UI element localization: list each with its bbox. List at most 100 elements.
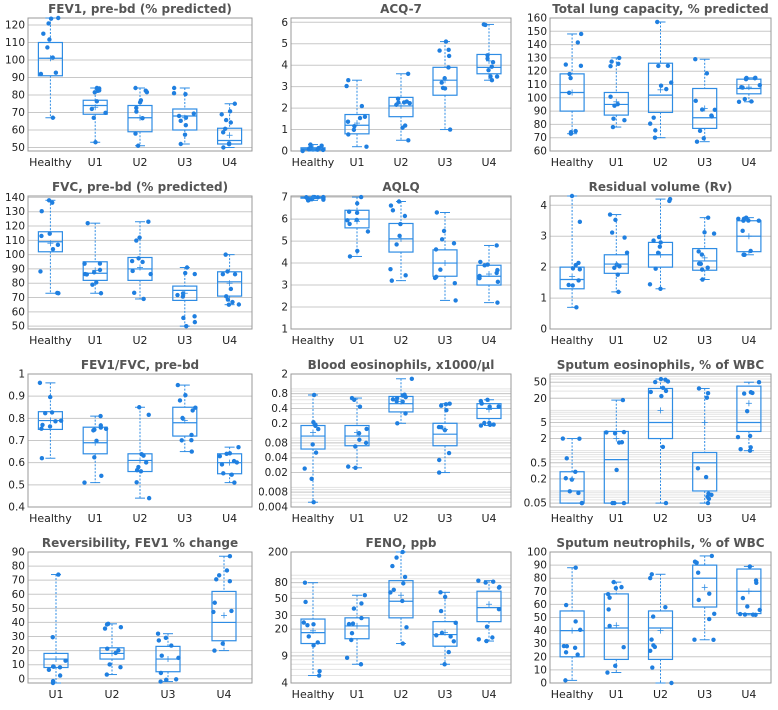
data-point — [615, 272, 620, 277]
data-point — [311, 643, 316, 648]
data-point — [756, 218, 762, 223]
data-point — [438, 608, 444, 614]
data-point — [47, 231, 52, 236]
data-point — [578, 63, 584, 69]
data-point — [43, 410, 48, 416]
y-tick-label: 0 — [281, 146, 288, 158]
data-point — [219, 462, 225, 467]
data-point — [46, 667, 52, 672]
data-point — [709, 492, 714, 498]
data-point — [579, 500, 585, 506]
data-point — [118, 664, 123, 670]
data-point — [696, 249, 701, 254]
x-tick-label: U4 — [222, 512, 237, 525]
data-point — [752, 76, 758, 81]
data-point — [178, 118, 183, 124]
data-point — [39, 233, 44, 239]
data-point — [705, 500, 711, 506]
data-point — [446, 53, 452, 59]
data-point — [234, 460, 240, 465]
x-tick-label: U2 — [653, 512, 668, 525]
y-tick-label: 1 — [540, 293, 547, 305]
data-point — [236, 444, 241, 450]
data-point — [309, 476, 314, 482]
chart-title: AQLQ — [382, 180, 419, 194]
data-point — [620, 397, 626, 403]
data-point — [701, 136, 706, 141]
data-point — [91, 270, 97, 275]
data-point — [181, 315, 186, 321]
plot-frame — [290, 195, 512, 330]
panel-fev1: FEV1, pre-bd (% predicted) 50 60 70 80 90 100 1… — [5, 2, 253, 169]
data-point — [658, 83, 664, 88]
y-tick-label: 20 — [275, 624, 288, 636]
data-point — [227, 109, 233, 114]
data-point — [90, 282, 95, 287]
data-point — [665, 379, 671, 384]
data-point — [175, 382, 181, 388]
y-tick-label: 0.5 — [8, 479, 25, 491]
y-tick-label: 0.04 — [265, 452, 289, 464]
y-tick-label: 1 — [281, 324, 288, 336]
data-point — [651, 643, 656, 648]
data-point — [49, 410, 55, 415]
y-tick-label: 130 — [527, 52, 547, 64]
data-point — [564, 456, 569, 461]
y-tick-label: 3 — [281, 280, 288, 292]
data-point — [190, 408, 195, 413]
data-point — [353, 465, 358, 470]
chart-title: FVC, pre-bd (% predicted) — [52, 180, 228, 194]
y-tick-label: 130 — [5, 206, 25, 218]
data-point — [105, 646, 110, 651]
data-point — [183, 393, 188, 398]
data-point — [446, 450, 452, 456]
box — [344, 617, 370, 640]
data-point — [191, 111, 196, 116]
data-point — [312, 194, 317, 200]
data-point — [748, 445, 753, 450]
data-point — [453, 620, 458, 626]
x-tick-label: U1 — [88, 156, 103, 169]
data-point — [221, 471, 226, 476]
y-tick-label: 80 — [534, 119, 547, 131]
box — [559, 610, 585, 658]
data-point — [56, 572, 61, 577]
data-point — [390, 563, 395, 569]
data-point — [227, 554, 233, 559]
data-point — [453, 298, 458, 303]
data-point — [577, 627, 583, 633]
data-point — [132, 290, 137, 296]
data-point — [567, 489, 573, 494]
data-point — [485, 53, 490, 58]
y-tick-label: 2 — [540, 433, 547, 445]
data-point — [704, 395, 710, 400]
data-point — [84, 272, 89, 277]
data-point — [409, 376, 415, 381]
y-tick-label: 10 — [534, 664, 547, 676]
data-point — [219, 112, 224, 117]
x-tick-label: U4 — [741, 334, 756, 347]
data-point — [352, 123, 357, 129]
data-point — [346, 132, 351, 137]
data-point — [57, 673, 63, 678]
data-point — [747, 433, 753, 439]
data-point — [446, 65, 451, 70]
data-point — [302, 466, 307, 471]
box — [388, 96, 414, 118]
data-point — [192, 314, 197, 319]
data-point — [665, 63, 671, 68]
data-point — [452, 280, 458, 286]
x-tick-label: U4 — [741, 688, 756, 701]
data-point — [51, 664, 56, 669]
data-point — [447, 401, 452, 406]
data-point — [692, 559, 698, 564]
data-point — [607, 595, 612, 600]
data-point — [744, 408, 750, 414]
data-point — [616, 440, 622, 445]
y-tick-label: 100 — [527, 547, 547, 559]
data-point — [695, 570, 701, 575]
data-point — [50, 200, 55, 205]
y-tick-label: 0.2 — [271, 418, 288, 430]
data-point — [183, 270, 188, 276]
box — [736, 385, 762, 433]
